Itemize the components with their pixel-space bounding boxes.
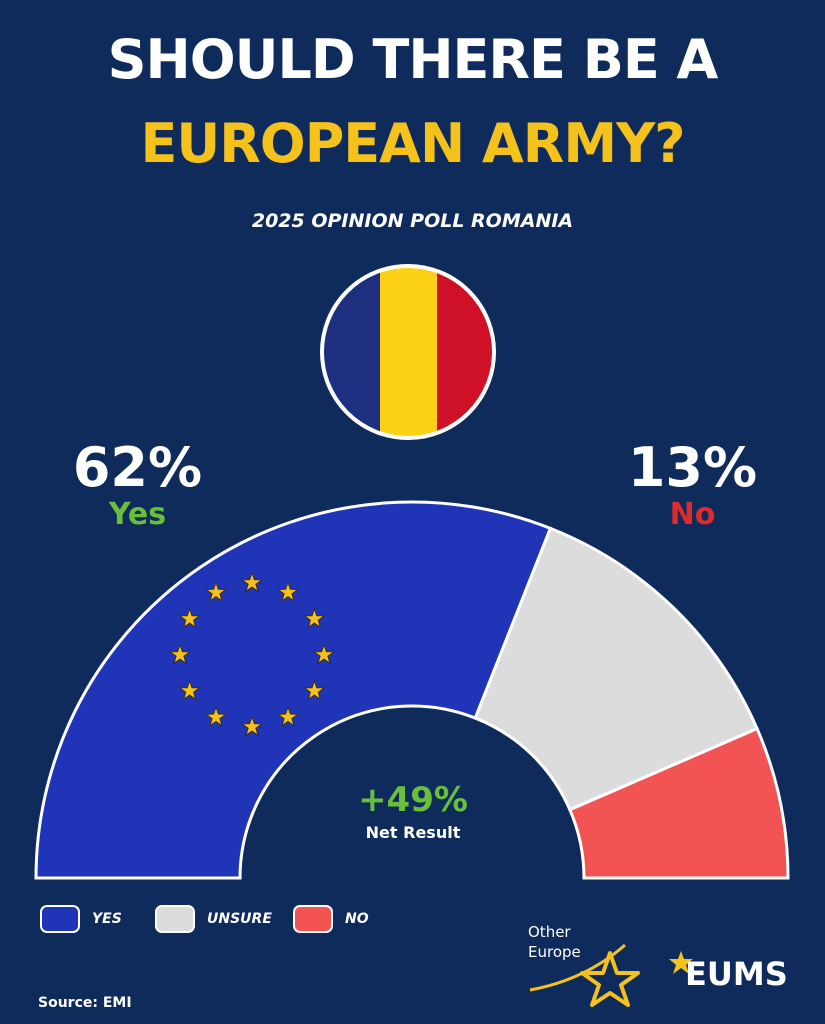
- legend-swatch-yes: [40, 905, 80, 933]
- eu-star-icon: [178, 607, 201, 629]
- eu-star-icon: [277, 581, 299, 602]
- legend-label-unsure: UNSURE: [207, 911, 272, 927]
- no-percentage: 13%: [627, 436, 758, 499]
- eu-star-icon: [241, 715, 263, 737]
- eu-star-icon: [313, 643, 335, 665]
- slice-no: [567, 726, 790, 880]
- title-line-1: SHOULD THERE BE A: [107, 28, 719, 91]
- net-result-label: Net Result: [365, 823, 461, 842]
- legend-swatch-no: [293, 905, 333, 933]
- legend-label-no: NO: [345, 911, 369, 927]
- yes-percentage: 62%: [72, 436, 203, 499]
- flag-stripe-yellow: [380, 266, 437, 438]
- eu-star-icon: [205, 581, 227, 602]
- flag-stripe-blue: [322, 266, 380, 438]
- no-label: No: [669, 497, 716, 532]
- source-note: Source: EMI: [38, 995, 132, 1011]
- other-europe-line1: Other: [528, 923, 571, 941]
- other-europe-logo: Other Europe: [528, 922, 581, 962]
- eu-star-icon: [303, 679, 326, 701]
- slice-yes: [34, 500, 553, 880]
- yes-label: Yes: [108, 497, 167, 532]
- eu-star-icon: [303, 607, 326, 629]
- legend-item-yes: YES: [40, 905, 122, 933]
- subtitle: 2025 OPINION POLL ROMANIA: [251, 210, 574, 232]
- net-result-value: +49%: [358, 780, 468, 820]
- eu-star-icon: [241, 571, 263, 593]
- other-europe-line2: Europe: [528, 943, 581, 961]
- eu-star-icon: [205, 706, 227, 727]
- flag-stripe-red: [437, 266, 494, 438]
- eu-star-icon: [169, 643, 191, 665]
- legend-item-unsure: UNSURE: [155, 905, 272, 933]
- eums-star-icon: [669, 951, 693, 974]
- romania-flag-icon: [320, 264, 496, 440]
- eums-logo: EUMS: [685, 955, 788, 993]
- legend-item-no: NO: [293, 905, 369, 933]
- other-europe-star-icon: [529, 943, 640, 1007]
- title-line-2: EUROPEAN ARMY?: [140, 112, 685, 175]
- eu-star-icon: [178, 679, 201, 701]
- eu-stars-icon: [169, 571, 335, 737]
- legend-label-yes: YES: [92, 911, 122, 927]
- slice-unsure: [473, 526, 760, 812]
- legend-swatch-unsure: [155, 905, 195, 933]
- eu-star-icon: [277, 706, 299, 727]
